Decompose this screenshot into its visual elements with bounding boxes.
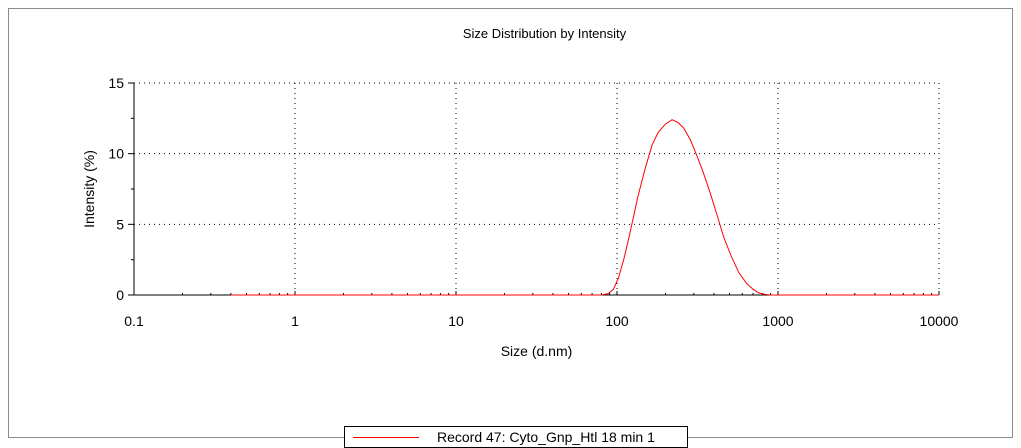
x-tick-label: 100	[605, 313, 629, 329]
y-tick-label: 5	[116, 216, 124, 232]
legend-label: Record 47: Cyto_Gnp_Htl 18 min 1	[437, 429, 655, 445]
x-tick-label: 10000	[920, 313, 959, 329]
chart-plot: Size Distribution by Intensity Intensity…	[81, 26, 959, 359]
chart-title: Size Distribution by Intensity	[463, 26, 627, 41]
y-tick-label: 10	[108, 146, 124, 162]
chart-panel: Size Distribution by Intensity Intensity…	[8, 8, 1013, 448]
x-tick-label: 1	[291, 313, 299, 329]
x-tick-label: 1000	[762, 313, 793, 329]
x-axis-label: Size (d.nm)	[501, 343, 573, 359]
legend: Record 47: Cyto_Gnp_Htl 18 min 1	[344, 426, 688, 448]
y-tick-label: 15	[108, 75, 124, 91]
y-axis-label: Intensity (%)	[81, 150, 97, 228]
x-tick-label: 0.1	[124, 313, 144, 329]
x-tick-label: 10	[448, 313, 464, 329]
y-tick-label: 0	[116, 287, 124, 303]
legend-swatch	[353, 436, 419, 438]
series-line	[230, 119, 939, 296]
